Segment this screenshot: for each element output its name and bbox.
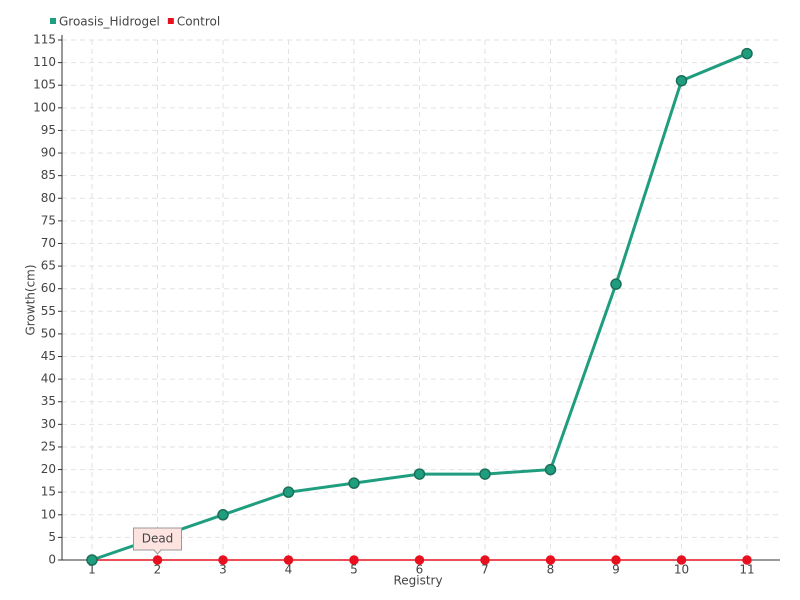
x-tick-label: 8 [547, 563, 555, 577]
data-point [480, 555, 490, 565]
legend-swatch [50, 18, 56, 24]
data-point [217, 509, 229, 521]
y-tick-label: 25 [41, 439, 56, 453]
y-axis-title: Growth(cm) [24, 264, 38, 335]
y-tick-label: 0 [48, 553, 56, 567]
y-tick-label: 45 [41, 349, 56, 363]
data-point [283, 555, 294, 565]
data-point [218, 555, 228, 565]
y-tick-label: 105 [33, 78, 56, 92]
data-point [545, 555, 556, 565]
data-point [742, 555, 752, 565]
x-tick-label: 5 [350, 563, 358, 577]
data-point [675, 74, 688, 87]
data-point [414, 555, 425, 565]
data-point [349, 555, 359, 565]
data-point [610, 278, 622, 290]
y-tick-label: 65 [41, 259, 56, 273]
y-tick-label: 75 [41, 213, 56, 227]
data-point [86, 554, 98, 566]
x-tick-label: 10 [674, 563, 689, 577]
data-point [282, 486, 295, 498]
annotation-pointer [153, 549, 162, 555]
x-axis-title: Registry [393, 574, 442, 588]
data-point [413, 468, 426, 480]
y-tick-label: 90 [41, 146, 56, 160]
y-tick-label: 20 [41, 462, 56, 476]
x-tick-label: 11 [739, 563, 754, 577]
x-tick-label: 1 [88, 563, 96, 577]
x-tick-label: 7 [481, 563, 489, 577]
y-tick-label: 70 [41, 236, 56, 250]
legend-swatch [167, 18, 174, 24]
y-tick-label: 100 [33, 100, 56, 114]
y-tick-label: 5 [48, 530, 56, 544]
x-tick-label: 4 [285, 563, 293, 577]
y-tick-label: 95 [41, 123, 56, 137]
x-tick-label: 6 [416, 563, 424, 577]
y-tick-label: 50 [41, 326, 56, 340]
y-tick-label: 80 [41, 191, 56, 205]
x-tick-label: 2 [154, 563, 162, 577]
y-tick-label: 60 [41, 281, 56, 295]
x-tick-label: 9 [612, 563, 620, 577]
data-point [741, 47, 753, 60]
data-point [348, 477, 360, 489]
legend-label: Groasis_Hidrogel [59, 15, 160, 29]
x-tick-label: 3 [219, 563, 227, 577]
y-tick-label: 15 [41, 485, 56, 499]
y-tick-label: 30 [41, 417, 56, 431]
y-tick-label: 35 [41, 394, 56, 408]
data-point [152, 555, 163, 565]
data-point [479, 468, 491, 480]
y-tick-label: 10 [41, 507, 56, 521]
data-point [544, 463, 557, 476]
y-tick-label: 115 [33, 33, 56, 47]
data-point [611, 555, 621, 565]
y-tick-label: 40 [41, 372, 56, 386]
y-tick-label: 85 [41, 168, 56, 182]
y-tick-label: 55 [41, 304, 56, 318]
legend-label: Control [177, 15, 220, 29]
annotation: Dead [133, 527, 182, 555]
y-tick-label: 110 [33, 55, 56, 69]
data-point [676, 555, 687, 565]
annotation-text: Dead [142, 532, 174, 546]
